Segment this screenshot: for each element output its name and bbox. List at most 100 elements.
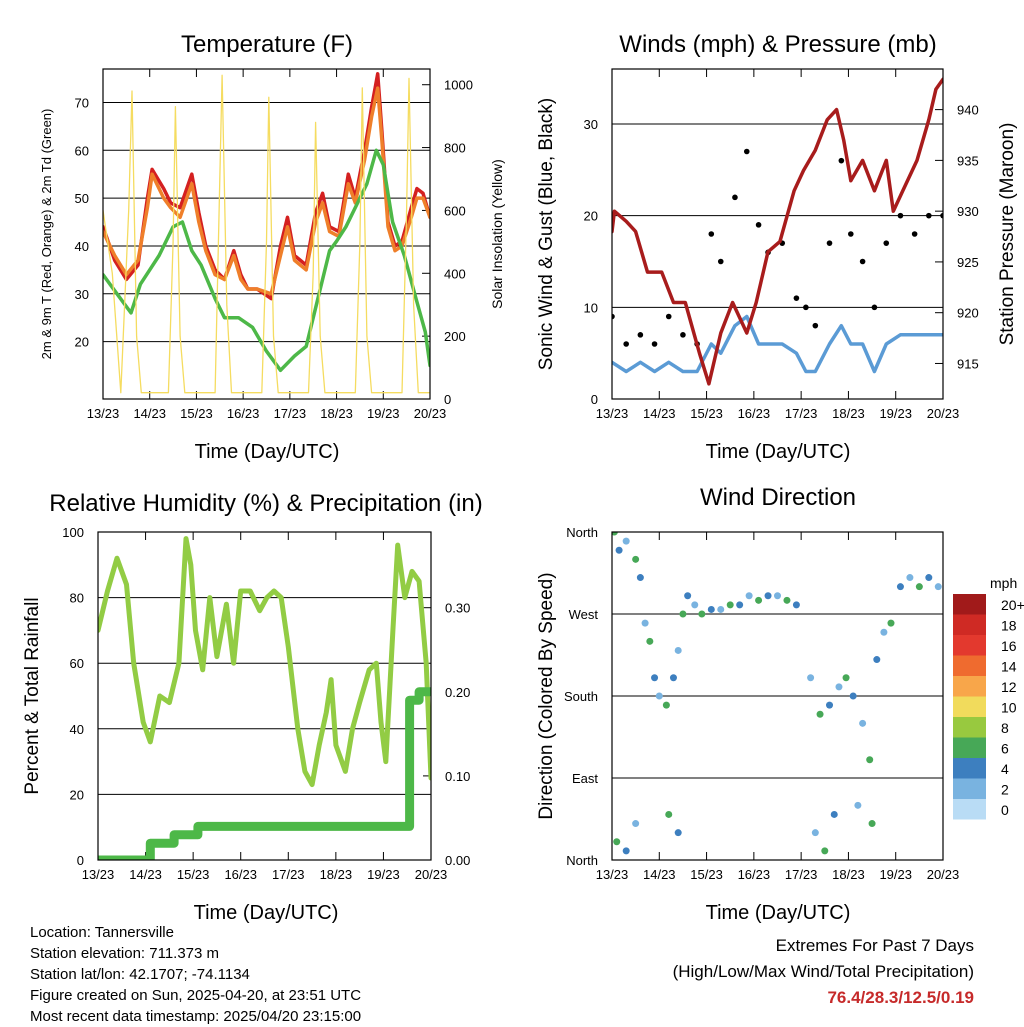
legend-label: 6 <box>1001 741 1009 757</box>
gust-point <box>838 157 845 164</box>
y-right-tick-label: 930 <box>957 204 979 219</box>
gust-point <box>847 231 854 237</box>
series-group <box>103 72 430 394</box>
chart-title: Wind Direction <box>700 484 856 511</box>
gust-point <box>732 194 738 201</box>
y-right-tick-label: 0.00 <box>445 853 470 868</box>
y-right-tick-label: 200 <box>444 329 466 344</box>
direction-point <box>674 646 682 654</box>
x-axis-label: Time (Day/UTC) <box>195 441 340 463</box>
legend-label: 20+ <box>1001 597 1024 613</box>
station-info: Location: Tannersville Station elevation… <box>30 922 361 1027</box>
x-tick-label: 15/23 <box>180 406 213 421</box>
direction-point <box>896 583 904 591</box>
direction-point <box>665 810 673 818</box>
station-elevation: Station elevation: 711.373 m <box>30 945 220 962</box>
gust-point <box>859 258 866 265</box>
gust-point <box>755 222 762 228</box>
x-tick-label: 18/23 <box>320 406 353 421</box>
x-axis-label: Time (Day/UTC) <box>706 902 851 924</box>
panel-temperature: Temperature (F) Time (Day/UTC) 13/23 14/23 1… <box>39 31 505 463</box>
x-tick-label: 17/23 <box>785 867 818 882</box>
direction-point <box>774 592 781 600</box>
direction-point <box>669 674 677 682</box>
direction-point <box>636 574 644 582</box>
x-tick-label: 15/23 <box>690 867 723 882</box>
direction-point <box>880 628 888 636</box>
chart-title: Relative Humidity (%) & Precipitation (i… <box>49 490 482 517</box>
x-tick-label: 16/23 <box>738 867 771 882</box>
y-tick-label: 10 <box>584 300 598 315</box>
plot-frame <box>102 68 431 400</box>
direction-point <box>934 583 942 591</box>
series-line-1 <box>103 86 430 296</box>
chart-title: Winds (mph) & Pressure (mb) <box>619 31 936 58</box>
gust-point <box>803 304 809 311</box>
gust-point <box>812 322 819 329</box>
direction-point <box>873 656 881 664</box>
y-tick-label: 20 <box>70 787 84 802</box>
y-right-tick-label: 800 <box>444 141 466 156</box>
chart-title: Temperature (F) <box>181 31 353 58</box>
y-right-tick-label: 0.30 <box>445 601 470 616</box>
gust-point <box>793 295 800 301</box>
legend-title: mph <box>990 575 1017 591</box>
direction-point <box>887 619 895 627</box>
x-tick-label: 14/23 <box>129 867 162 882</box>
y-right-tick-label: 400 <box>444 266 466 281</box>
direction-point <box>915 583 923 591</box>
gust-point <box>871 304 878 311</box>
legend-swatch <box>953 676 986 697</box>
direction-point <box>622 537 630 545</box>
x-tick-label: 13/23 <box>596 867 629 882</box>
legend-swatch <box>953 655 986 676</box>
direction-point <box>826 701 834 709</box>
direction-point <box>792 601 800 609</box>
legend-label: 14 <box>1001 659 1017 675</box>
series-line-2 <box>612 77 943 386</box>
legend-swatch <box>953 717 986 738</box>
direction-point <box>691 601 699 609</box>
legend-swatch <box>953 614 986 635</box>
direction-point <box>906 574 914 582</box>
series-line-3 <box>103 74 430 394</box>
y-right-tick-label: 935 <box>957 153 979 168</box>
x-tick-label: 17/23 <box>274 406 307 421</box>
gust-point <box>665 313 672 320</box>
x-tick-label: 14/23 <box>133 406 166 421</box>
extremes-title: Extremes For Past 7 Days <box>775 936 974 955</box>
direction-point <box>925 574 933 582</box>
gust-point <box>612 313 615 320</box>
y-right-tick-label: 600 <box>444 203 466 218</box>
y-tick-label: East <box>572 771 598 786</box>
direction-point <box>868 820 876 828</box>
y-tick-label: 0 <box>591 392 598 407</box>
direction-point <box>615 546 623 554</box>
panel-humidity: Relative Humidity (%) & Precipitation (i… <box>22 490 483 924</box>
legend-swatch <box>953 635 986 656</box>
x-tick-label: 15/23 <box>177 867 210 882</box>
direction-point <box>622 847 630 855</box>
direction-point <box>646 637 654 645</box>
gust-point <box>717 258 724 265</box>
direction-point <box>849 692 857 700</box>
y-tick-label: 50 <box>75 191 89 206</box>
legend-label: 4 <box>1001 761 1009 777</box>
y-tick-label: 70 <box>75 95 89 110</box>
direction-point <box>612 532 618 536</box>
y-tick-label: 0 <box>77 853 84 868</box>
direction-point <box>613 838 621 846</box>
y-tick-label: 20 <box>584 209 598 224</box>
direction-point <box>684 592 692 600</box>
series-line-1 <box>98 687 431 860</box>
x-tick-label: 14/23 <box>643 867 676 882</box>
y-right-axis-label: Station Pressure (Maroon) <box>997 123 1018 346</box>
x-tick-label: 20/23 <box>927 406 960 421</box>
station-latlon: Station lat/lon: 42.1707; -74.1134 <box>30 966 250 983</box>
y-right-tick-label: 1000 <box>444 78 473 93</box>
x-tick-label: 20/23 <box>414 406 447 421</box>
direction-point <box>764 592 772 600</box>
direction-point <box>736 601 744 609</box>
direction-point <box>707 605 715 613</box>
legend-swatch <box>953 594 986 615</box>
